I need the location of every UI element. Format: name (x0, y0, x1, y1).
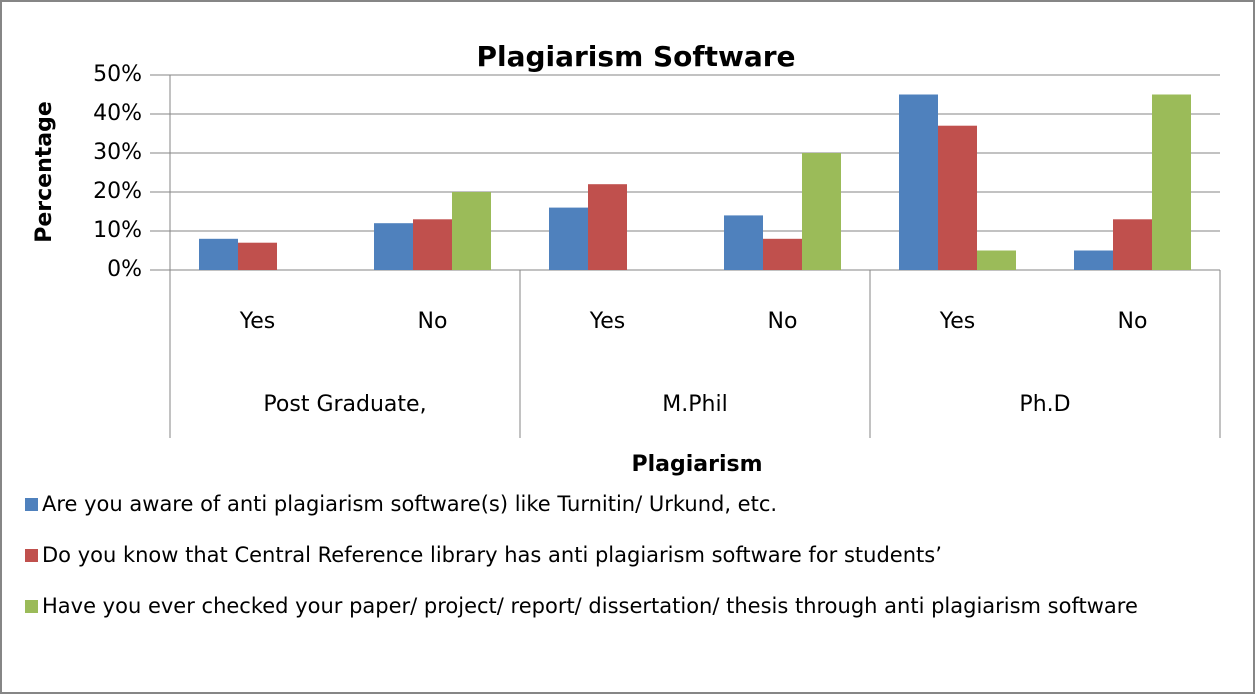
x-tick-label: No (768, 309, 798, 334)
y-tick-label: 10% (93, 218, 142, 243)
legend-item: Are you aware of anti plagiarism softwar… (25, 490, 1230, 518)
bar (238, 242, 277, 270)
x-tick-label: Yes (939, 309, 976, 334)
x-tick-label: Yes (239, 309, 276, 334)
y-tick-label: 20% (93, 179, 142, 204)
bar (374, 223, 413, 270)
x-axis-title: Plagiarism (631, 452, 762, 477)
bar (899, 94, 938, 270)
chart-title: Plagiarism Software (476, 40, 795, 73)
y-tick-label: 50% (93, 62, 142, 87)
bar (199, 238, 238, 270)
y-axis-title: Percentage (32, 101, 57, 243)
group-label: M.Phil (662, 392, 727, 417)
bar (452, 192, 491, 270)
bar (549, 207, 588, 270)
legend-label: Are you aware of anti plagiarism softwar… (42, 492, 778, 516)
legend-label: Do you know that Central Reference libra… (42, 543, 942, 567)
y-tick-label: 0% (107, 257, 142, 282)
bar (938, 125, 977, 270)
group-label: Post Graduate, (263, 392, 426, 417)
legend-label: Have you ever checked your paper/ projec… (42, 594, 1138, 618)
legend-swatch (25, 600, 38, 613)
bar (763, 238, 802, 270)
legend-swatch (25, 549, 38, 562)
y-tick-label: 30% (93, 140, 142, 165)
legend-item: Do you know that Central Reference libra… (25, 541, 1230, 569)
legend-item: Have you ever checked your paper/ projec… (25, 592, 1230, 620)
group-label: Ph.D (1019, 392, 1070, 417)
bar (1152, 94, 1191, 270)
legend-swatch (25, 498, 38, 511)
x-tick-label: No (418, 309, 448, 334)
bar (1113, 219, 1152, 270)
bar (588, 184, 627, 270)
x-tick-label: No (1118, 309, 1148, 334)
bar (413, 219, 452, 270)
bar (802, 153, 841, 270)
bar (977, 250, 1016, 270)
bar (724, 215, 763, 270)
x-tick-label: Yes (589, 309, 626, 334)
y-tick-label: 40% (93, 101, 142, 126)
legend: Are you aware of anti plagiarism softwar… (25, 490, 1230, 643)
bar (1074, 250, 1113, 270)
